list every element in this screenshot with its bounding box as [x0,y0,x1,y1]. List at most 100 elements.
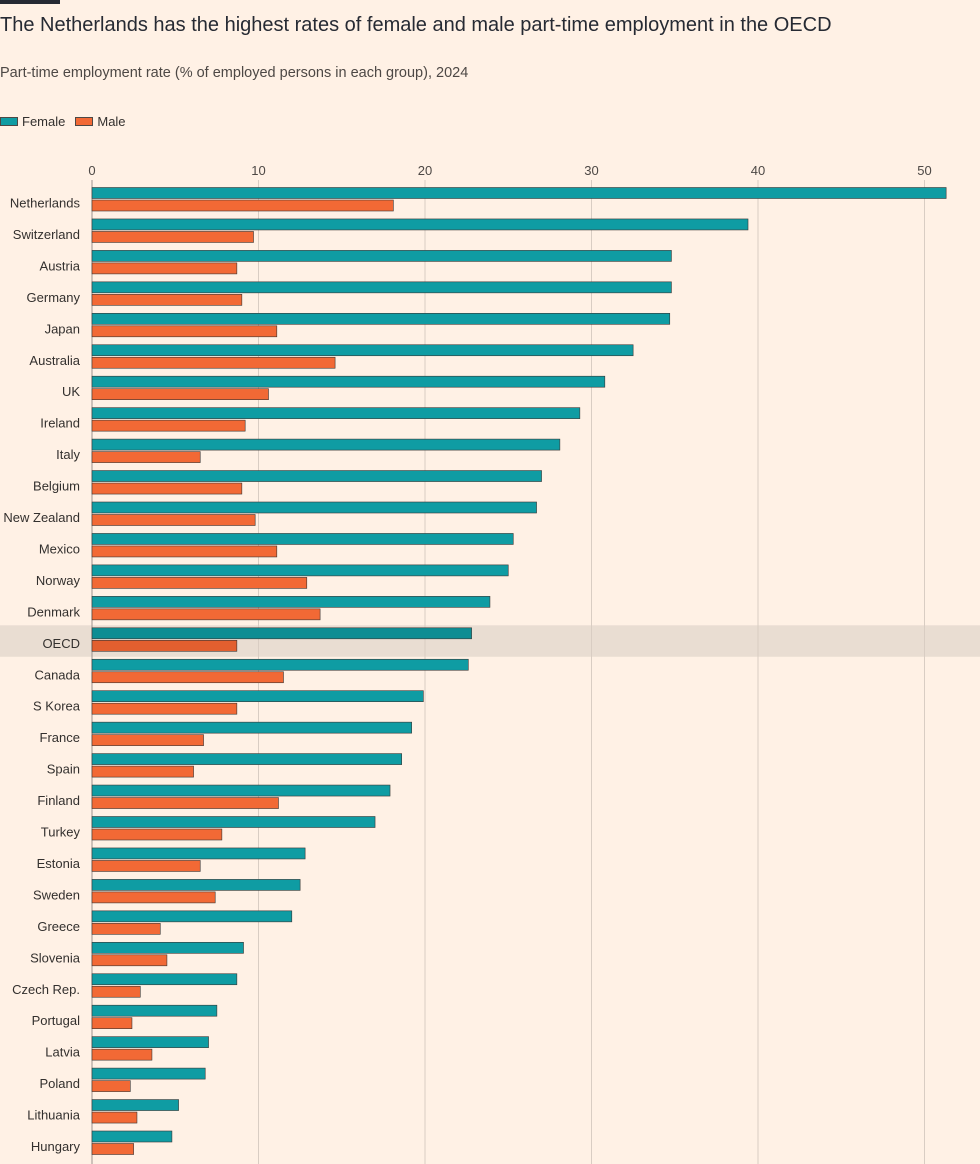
bar-male [91,828,223,841]
bar-female [91,1036,209,1048]
bar-female [91,218,749,231]
bar-male [91,1080,131,1092]
category-label: Ireland [40,416,80,431]
category-label: Estonia [37,856,81,871]
bar-female [91,973,238,986]
legend: Female Male [0,114,136,129]
category-label: Italy [56,447,80,462]
bar-female [91,1099,179,1111]
bar-male [91,325,278,338]
legend-swatch-female [0,117,18,126]
category-label: France [40,730,80,745]
bar-female [91,910,293,923]
category-label: OECD [42,636,80,651]
top-accent-bar [0,0,60,4]
bar-female [91,879,301,891]
bar-male [91,1017,133,1030]
bar-female [91,312,671,325]
bar-male [91,514,256,526]
category-label: Norway [36,573,81,588]
bar-female [91,1130,173,1143]
bar-male [91,231,254,243]
bar-male [91,1143,134,1155]
category-label: Australia [29,353,80,368]
legend-label-female: Female [22,114,66,129]
bar-female [91,721,412,734]
bar-male [91,482,243,495]
bar-female [91,533,514,545]
legend-swatch-male [75,117,94,126]
category-label: Mexico [39,541,80,556]
chart-title: The Netherlands has the highest rates of… [0,14,832,36]
bar-male [91,639,238,652]
category-label: Slovenia [30,950,81,965]
bar-female [91,627,472,640]
category-label: Greece [37,919,80,934]
category-label: Japan [45,321,80,336]
x-tick-label: 10 [251,163,265,178]
bar-female [91,753,402,765]
bar-female [91,658,469,671]
bar-female [91,596,491,608]
bar-female [91,501,537,514]
bar-female [91,250,672,262]
bar-male [91,765,194,778]
bar-female [91,690,424,703]
category-label: Latvia [45,1045,80,1060]
category-label: Finland [37,793,80,808]
legend-label-male: Male [97,114,126,129]
bar-male [91,294,243,306]
category-label: UK [62,384,80,399]
x-tick-label: 30 [584,163,598,178]
bar-female [91,784,391,797]
category-label: Spain [47,762,80,777]
category-label: Germany [27,290,81,305]
bar-male [91,734,204,746]
bar-female [91,847,306,860]
bar-male [91,1048,153,1061]
bar-female [91,438,561,451]
bar-female [91,941,244,954]
bar-female [91,1004,218,1017]
category-label: Belgium [33,479,80,494]
category-label: Denmark [27,604,80,619]
bar-female [91,281,672,294]
bar-male [91,388,269,401]
x-tick-label: 40 [751,163,765,178]
category-label: Canada [34,667,80,682]
bar-male [91,923,161,935]
legend-item-female: Female [0,114,65,129]
bar-male [91,985,141,998]
bar-male [91,199,394,212]
bar-male [91,1111,138,1124]
bar-male [91,451,201,463]
bar-male [91,608,321,621]
bar-female [91,1067,206,1080]
category-label: Lithuania [27,1108,81,1123]
category-label: Sweden [33,887,80,902]
category-label: Austria [40,258,81,273]
category-label: Turkey [41,825,81,840]
bar-male [91,577,308,589]
bar-male [91,891,216,904]
chart-subtitle: Part-time employment rate (% of employed… [0,65,469,81]
bar-male [91,797,279,809]
category-label: Poland [40,1076,80,1091]
bar-male [91,545,278,558]
bar-female [91,375,606,388]
bar-female [91,187,947,199]
bar-female [91,470,542,482]
category-label: Portugal [32,1013,81,1028]
category-label: Hungary [31,1139,81,1154]
bar-male [91,671,284,684]
bar-male [91,419,246,432]
x-tick-label: 20 [418,163,432,178]
category-label: S Korea [33,699,81,714]
bar-female [91,816,376,828]
bar-male [91,702,238,715]
bar-female [91,564,509,577]
legend-item-male: Male [75,114,126,129]
bar-female [91,344,634,357]
category-label: Czech Rep. [12,982,80,997]
